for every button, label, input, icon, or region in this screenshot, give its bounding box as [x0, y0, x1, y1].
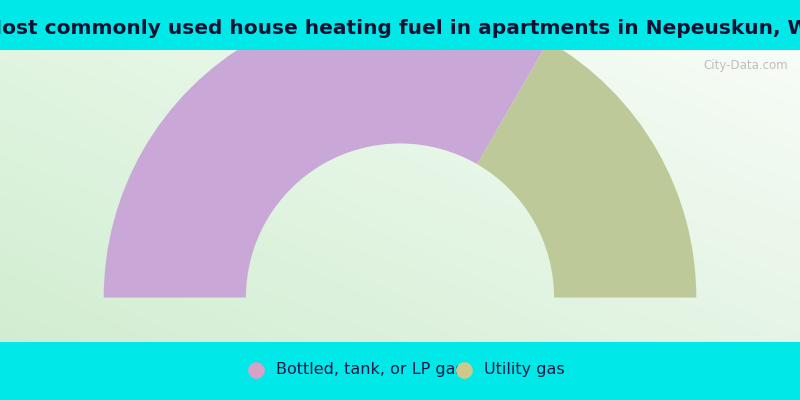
- Text: City-Data.com: City-Data.com: [703, 59, 788, 72]
- Wedge shape: [104, 1, 549, 298]
- Text: Bottled, tank, or LP gas: Bottled, tank, or LP gas: [276, 362, 464, 377]
- Text: Utility gas: Utility gas: [484, 362, 565, 377]
- Wedge shape: [477, 41, 696, 298]
- Text: Most commonly used house heating fuel in apartments in Nepeuskun, WI: Most commonly used house heating fuel in…: [0, 20, 800, 38]
